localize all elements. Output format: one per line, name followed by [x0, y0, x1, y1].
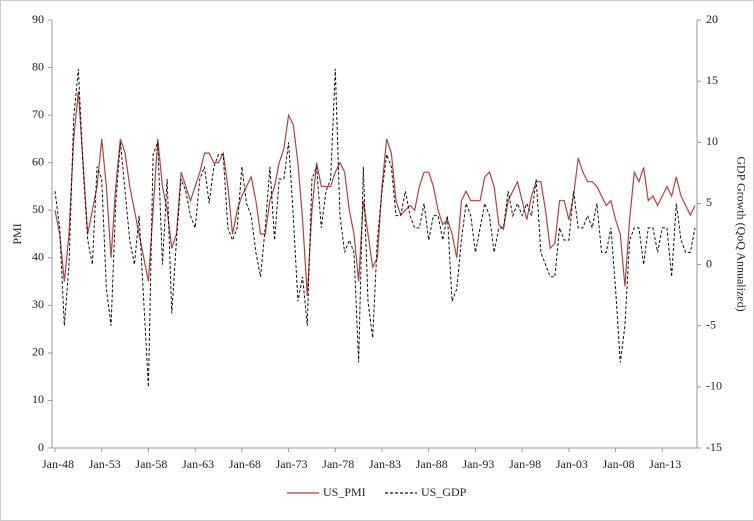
y2-axis-label: GDP Growth (QoQ Annualized)	[734, 156, 748, 311]
y-tick-label: 50	[32, 202, 44, 216]
series-line	[54, 91, 696, 296]
y2-tick-label: -5	[706, 317, 716, 331]
y-tick-label: 0	[38, 440, 44, 454]
y-tick-label: 80	[32, 59, 44, 73]
x-tick-label: Jan-48	[42, 457, 74, 471]
x-tick-label: Jan-83	[369, 457, 401, 471]
series-line	[54, 68, 696, 387]
y-tick-label: 60	[32, 154, 44, 168]
y2-tick-label: 10	[706, 134, 718, 148]
y2-tick-label: 15	[706, 73, 718, 87]
y-tick-label: 20	[32, 345, 44, 359]
x-tick-label: Jan-58	[135, 457, 167, 471]
x-tick-label: Jan-78	[322, 457, 354, 471]
x-tick-label: Jan-08	[603, 457, 635, 471]
legend-label: US_PMI	[323, 485, 366, 499]
x-tick-label: Jan-13	[649, 457, 681, 471]
y-tick-label: 40	[32, 250, 44, 264]
x-tick-label: Jan-68	[229, 457, 261, 471]
x-tick-label: Jan-03	[556, 457, 588, 471]
x-tick-label: Jan-98	[509, 457, 541, 471]
y-axis-label: PMI	[10, 223, 24, 244]
legend-label: US_GDP	[421, 485, 467, 499]
y-tick-label: 30	[32, 297, 44, 311]
x-tick-label: Jan-53	[89, 457, 121, 471]
y2-tick-label: -10	[706, 379, 722, 393]
x-tick-label: Jan-93	[462, 457, 494, 471]
x-tick-label: Jan-88	[416, 457, 448, 471]
x-tick-label: Jan-63	[182, 457, 214, 471]
y2-tick-label: -15	[706, 440, 722, 454]
y-tick-label: 70	[32, 107, 44, 121]
y-tick-label: 10	[32, 392, 44, 406]
y2-tick-label: 20	[706, 12, 718, 26]
y2-tick-label: 5	[706, 195, 712, 209]
y-tick-label: 90	[32, 12, 44, 26]
y2-tick-label: 0	[706, 256, 712, 270]
x-tick-label: Jan-73	[276, 457, 308, 471]
